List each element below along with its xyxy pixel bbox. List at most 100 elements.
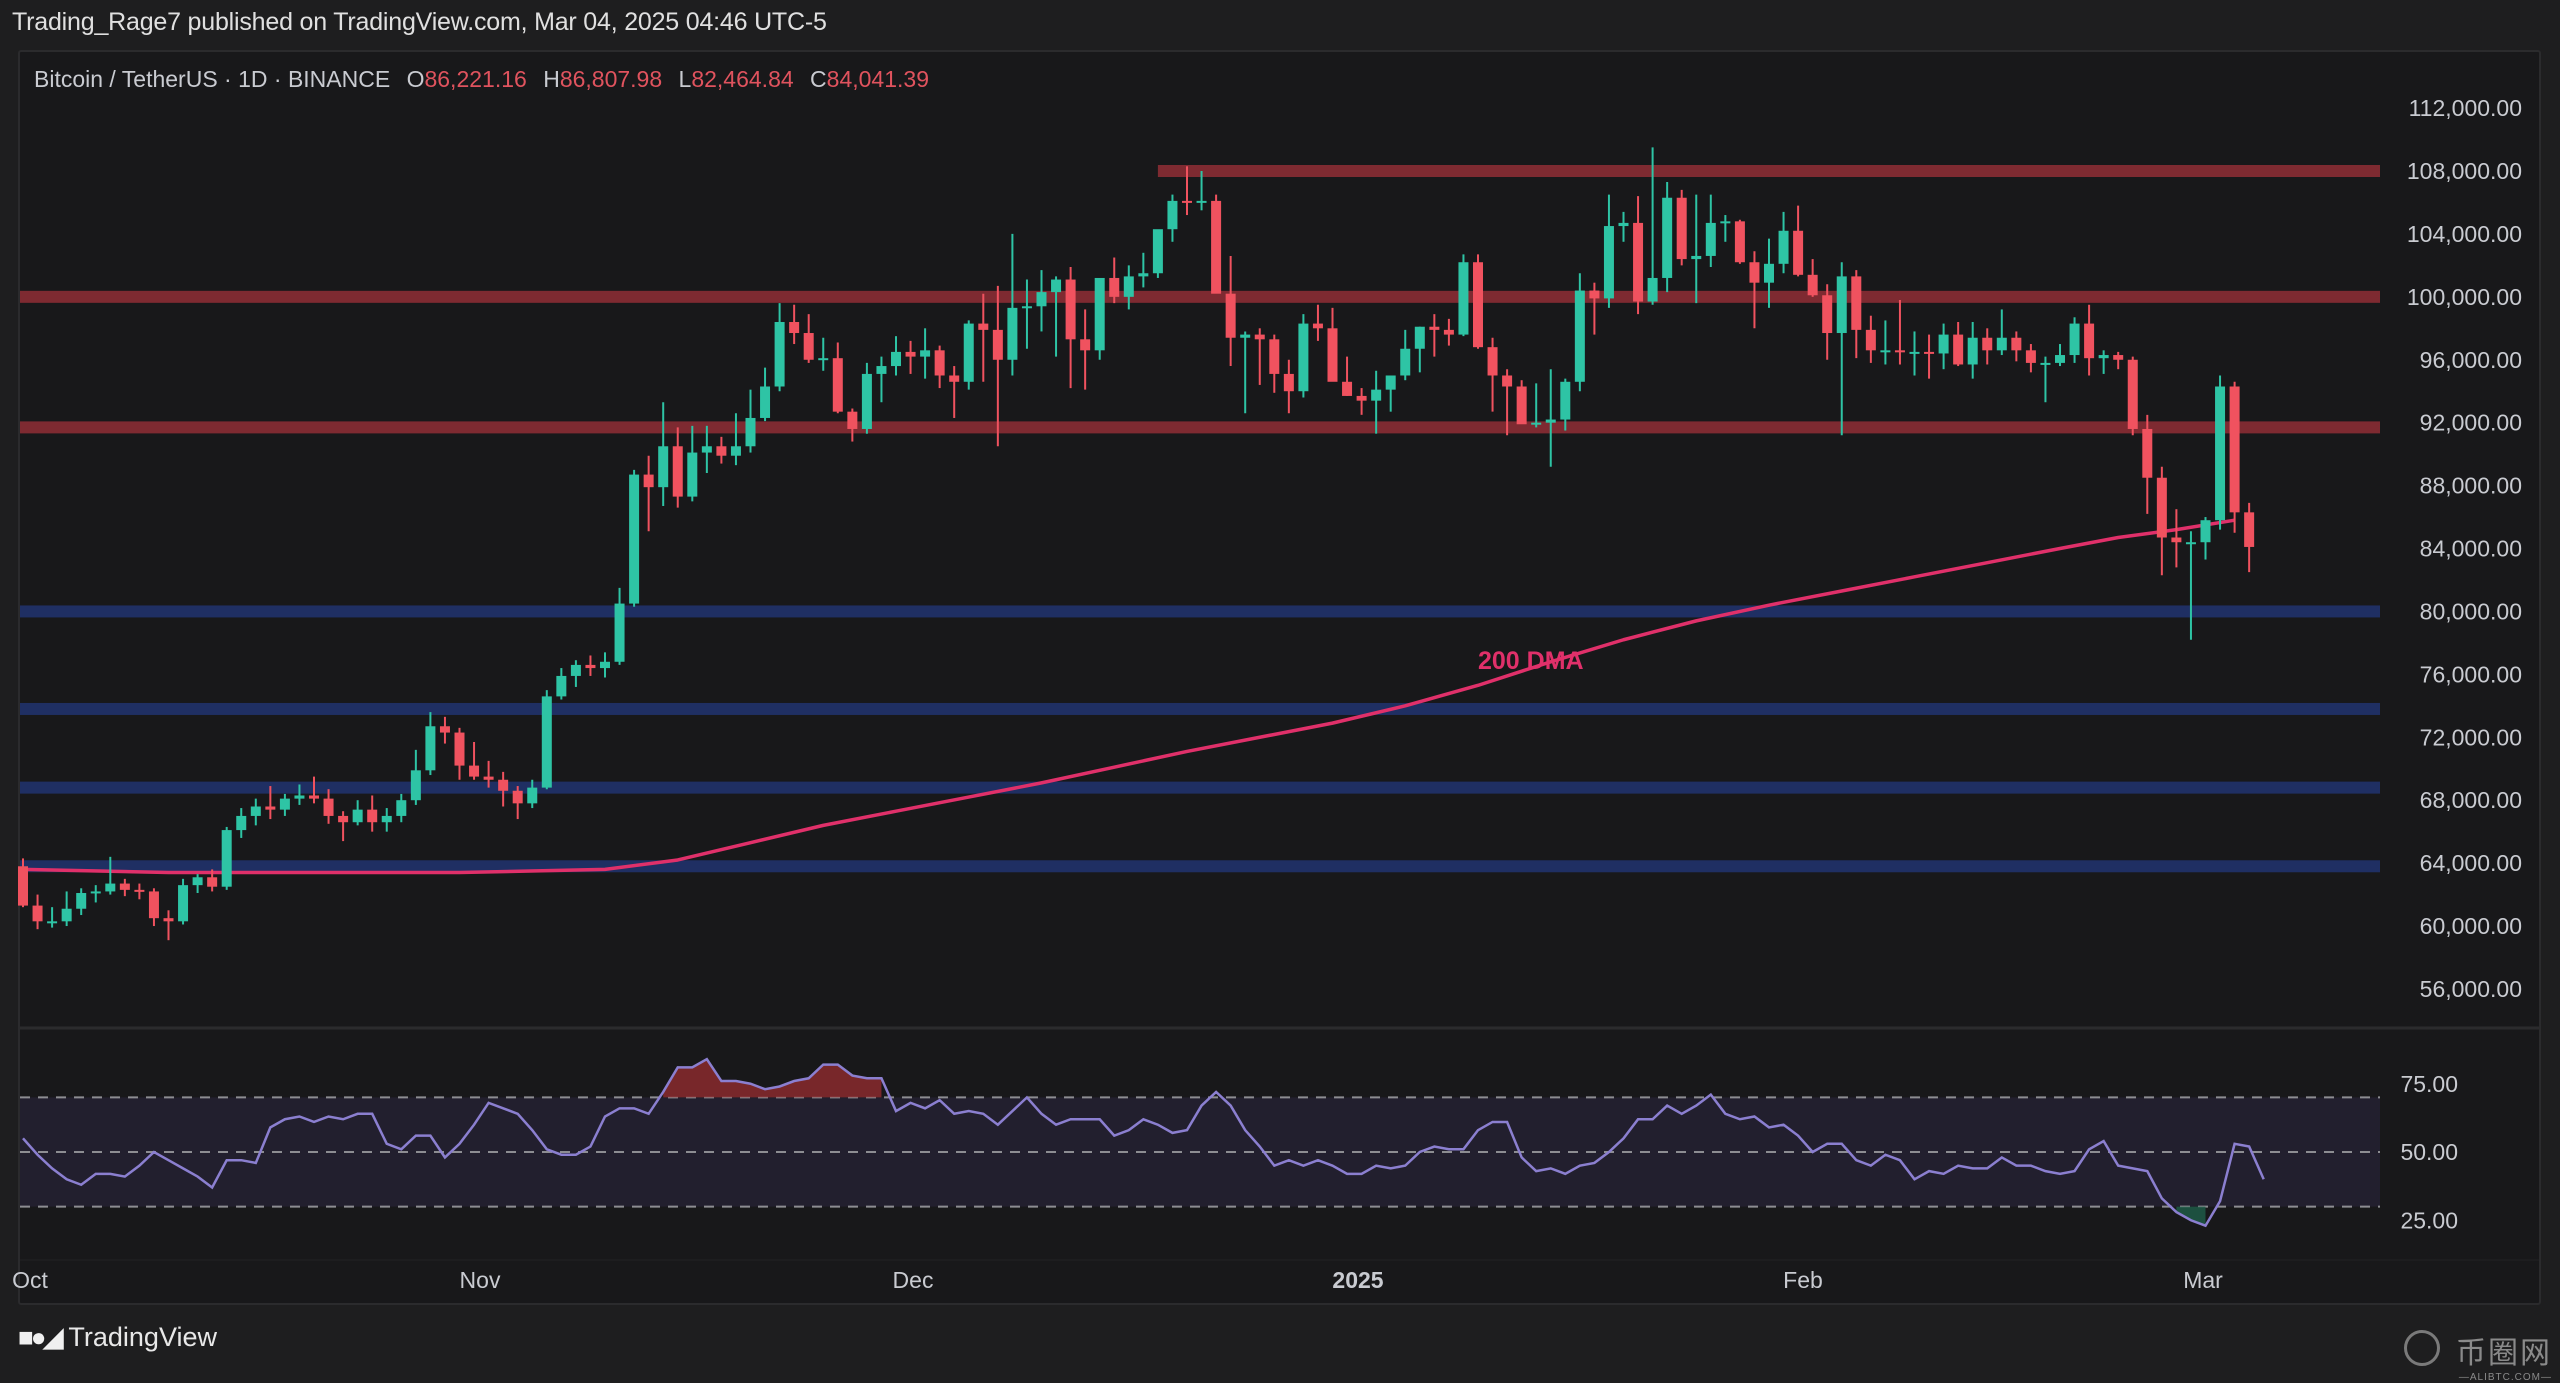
rsi-tick: 25.00 [2400,1207,2458,1233]
candle [1574,290,1585,382]
candle [309,795,319,799]
candle [105,883,116,892]
open-value: 86,221.16 [424,66,527,92]
candle [1342,381,1353,396]
candle [1603,226,1614,299]
candle [1036,292,1047,307]
candle [847,411,858,429]
candle [585,664,596,669]
watermark-cn: 币圈网 [2456,1337,2552,1370]
candle [2055,355,2065,363]
resistance-level[interactable] [1157,165,2380,177]
candle [1633,222,1644,302]
support-level[interactable] [20,860,2380,873]
chart-frame[interactable] [18,50,2541,1305]
candle [1691,255,1702,260]
candle [512,790,523,804]
candle [236,815,247,831]
candle [1080,339,1091,351]
candle [1793,230,1804,275]
time-tick: Dec [893,1267,934,1293]
candle [352,809,363,823]
price-tick: 72,000.00 [2420,724,2522,750]
candle [1138,273,1149,277]
candle [1851,276,1862,330]
dma-line [22,518,2235,875]
candle [1662,197,1673,278]
candle [920,350,931,357]
candle [832,358,843,412]
price-tick: 64,000.00 [2420,850,2522,876]
price-tick: 68,000.00 [2420,787,2522,813]
candle [2244,512,2255,547]
support-level[interactable] [20,702,2380,715]
candle [1531,422,1542,425]
candle [1909,351,1920,354]
support-level[interactable] [20,605,2380,618]
tradingview-brand: TradingView [68,1322,217,1352]
candle [1502,375,1513,387]
candle [1516,386,1527,425]
tradingview-logo[interactable]: ■●◢ TradingView [18,1322,217,1353]
candle [1734,221,1745,263]
candle [134,889,145,892]
candle [2156,477,2167,538]
candle [861,373,872,429]
time-tick: Nov [460,1267,501,1293]
candle [192,877,203,886]
price-tick: 88,000.00 [2420,473,2522,499]
candle [963,323,974,382]
support-level[interactable] [20,781,2380,794]
rsi-pane: 75.00 50.00 25.00 [20,1057,2458,1233]
symbol-legend: Bitcoin / TetherUS · 1D · BINANCE O86,22… [34,66,929,93]
candle [1400,348,1411,376]
candle [1225,293,1236,338]
candle [2215,386,2226,521]
candle [1167,200,1178,230]
candle [2142,428,2153,478]
candle [439,726,450,733]
candle [934,350,945,376]
candle [1269,339,1280,374]
resistance-level[interactable] [20,421,2380,434]
candle [658,446,669,488]
price-tick: 108,000.00 [2407,158,2522,184]
candle [774,322,785,387]
candle [876,366,887,374]
candle [425,726,436,771]
candle [1996,337,2007,351]
candle [1283,373,1294,392]
candle [905,351,916,357]
candle [1429,326,1440,330]
candle [629,474,640,604]
candle [1123,276,1134,297]
close-value: 84,041.39 [826,66,929,92]
price-tick: 56,000.00 [2420,976,2522,1002]
price-tick: 80,000.00 [2420,598,2522,624]
candle [978,323,989,330]
candle [1836,276,1847,334]
candle [1676,197,1687,260]
candle [1065,279,1076,340]
candle [1924,351,1935,354]
price-tick: 112,000.00 [2409,95,2522,121]
candle [730,446,741,456]
candle [76,893,87,909]
candle [1953,334,1964,365]
candle [1327,328,1338,382]
candle [1880,350,1891,353]
candle [294,795,305,799]
candle [279,798,290,810]
candle [338,815,349,823]
candle [1618,222,1629,227]
time-tick: Oct [12,1267,48,1293]
candle [1254,334,1265,340]
price-tick: 104,000.00 [2407,221,2522,247]
resistance-level[interactable] [20,290,2380,303]
rsi-line [22,1057,2265,1228]
candle [570,664,581,676]
candle [643,474,654,488]
time-tick: Mar [2183,1267,2223,1293]
candle [1196,200,1207,203]
